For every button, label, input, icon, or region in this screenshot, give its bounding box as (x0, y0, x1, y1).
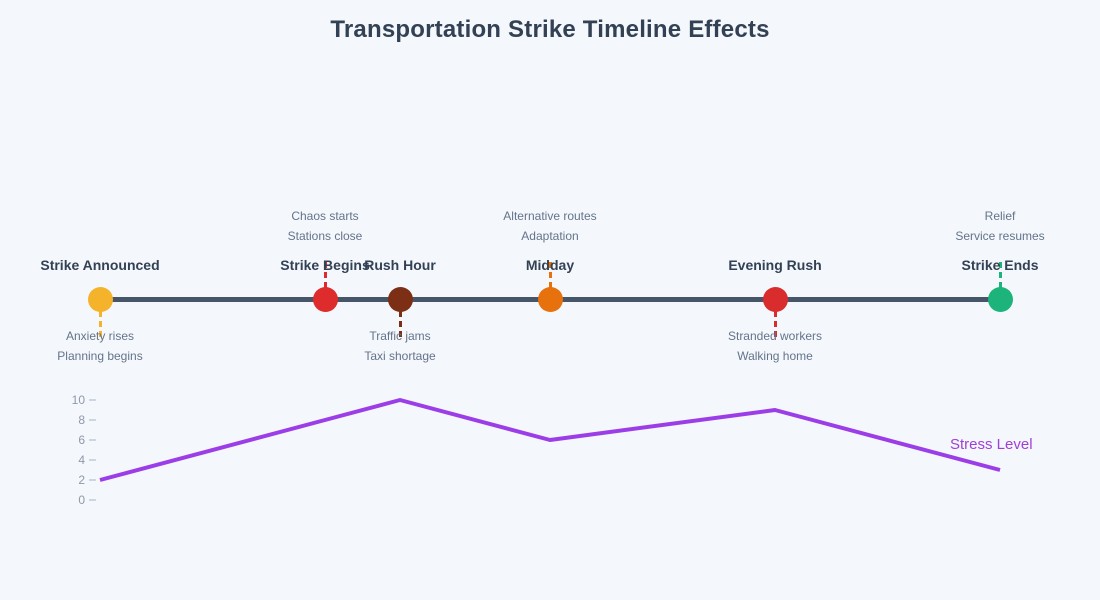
event-label-strike-announced: Strike Announced (40, 257, 160, 273)
event-effects-evening-rush: Stranded workers Walking home (728, 326, 822, 366)
event-connector-midday (548, 262, 552, 288)
effect-line: Adaptation (521, 229, 579, 243)
y-tick-label-10: 10 (71, 393, 85, 407)
effect-line: Stations close (287, 229, 363, 243)
effect-line: Traffic jams (369, 329, 431, 343)
effect-line: Walking home (737, 349, 813, 363)
event-label-rush-hour: Rush Hour (364, 257, 436, 273)
stress-line-series (99, 398, 1001, 482)
event-connector-rush-hour (398, 311, 402, 337)
event-dot-rush-hour (387, 286, 413, 312)
event-effects-rush-hour: Traffic jams Taxi shortage (364, 326, 435, 366)
event-label-strike-ends: Strike Ends (961, 257, 1039, 273)
y-tick-mark (89, 499, 96, 501)
event-connector-strike-begins (323, 262, 327, 288)
event-label-evening-rush: Evening Rush (728, 257, 822, 273)
effect-line: Relief (984, 209, 1016, 223)
event-connector-strike-ends (998, 262, 1002, 288)
y-tick-mark (89, 399, 96, 401)
y-tick-mark (89, 439, 96, 441)
event-effects-strike-begins: Chaos starts Stations close (288, 206, 363, 246)
event-effects-strike-ends: Relief Service resumes (955, 206, 1044, 246)
effect-line: Taxi shortage (364, 349, 436, 363)
event-dot-strike-begins (312, 286, 338, 312)
event-effects-strike-announced: Anxiety rises Planning begins (57, 326, 142, 366)
stress-level-legend: Stress Level (950, 436, 1033, 453)
event-label-midday: Midday (525, 257, 575, 273)
event-dot-strike-announced (87, 286, 113, 312)
y-tick-mark (89, 459, 96, 461)
effect-line: Alternative routes (503, 209, 597, 223)
event-dot-midday (537, 286, 563, 312)
y-tick-label-4: 4 (78, 453, 85, 467)
event-connector-evening-rush (773, 311, 777, 337)
event-label-strike-begins: Strike Begins (280, 257, 370, 273)
y-tick-label-6: 6 (78, 433, 85, 447)
chart-title: Transportation Strike Timeline Effects (330, 16, 770, 43)
y-tick-mark (89, 419, 96, 421)
y-tick-label-8: 8 (78, 413, 85, 427)
event-effects-midday: Alternative routes Adaptation (503, 206, 596, 246)
effect-line: Stranded workers (727, 329, 823, 343)
event-connector-strike-announced (98, 311, 102, 337)
effect-line: Service resumes (955, 229, 1045, 243)
event-dot-strike-ends (987, 286, 1013, 312)
effect-line: Planning begins (57, 349, 143, 363)
y-tick-label-2: 2 (78, 473, 85, 487)
event-dot-evening-rush (762, 286, 788, 312)
y-tick-label-0: 0 (78, 493, 85, 507)
effect-line: Chaos starts (291, 209, 359, 223)
y-tick-mark (89, 479, 96, 481)
effect-line: Anxiety rises (65, 329, 135, 343)
